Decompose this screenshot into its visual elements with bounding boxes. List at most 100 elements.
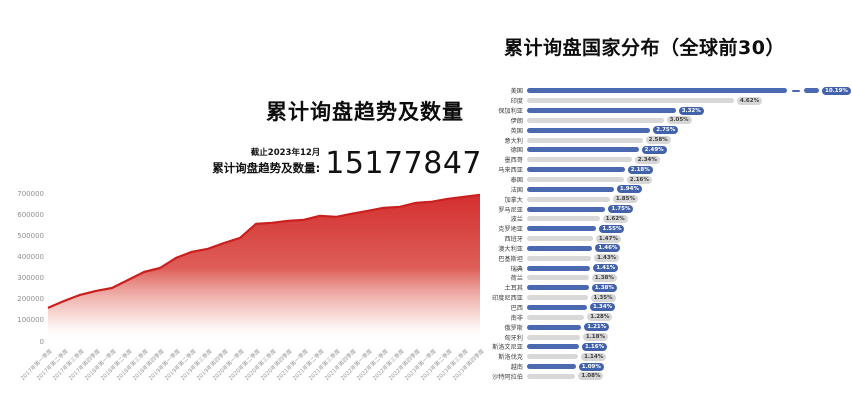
country-name-label: 意大利 (504, 137, 523, 145)
country-row: 泰国 2.16% (452, 175, 852, 185)
country-bar (527, 295, 588, 301)
percentage-badge: 1.28% (587, 313, 613, 322)
country-name-label: 巴基斯坦 (498, 255, 523, 263)
country-name-label: 澳大利亚 (498, 245, 523, 253)
percentage-badge: 1.75% (608, 205, 634, 214)
trend-annotation: 截止2023年12月 累计询盘趋势及数量: 15177847 (180, 146, 482, 179)
country-name-label: 匈牙利 (504, 334, 523, 342)
country-name-label: 加拿大 (504, 196, 523, 204)
percentage-badge: 2.34% (634, 155, 660, 164)
percentage-badge: 1.41% (593, 264, 619, 273)
country-name-label: 南非 (510, 314, 523, 322)
country-row: 马来西亚 2.18% (452, 165, 852, 175)
country-name-label: 英国 (510, 127, 523, 135)
country-name-label: 西班牙 (504, 236, 523, 244)
percentage-badge: 1.14% (581, 352, 607, 361)
percentage-badge: 1.18% (582, 333, 608, 342)
country-chart-title: 累计询盘国家分布（全球前30） (504, 37, 785, 59)
country-row: 土耳其 1.38% (452, 283, 852, 293)
country-name-label: 印度 (510, 98, 523, 106)
country-row: 意大利 2.58% (452, 135, 852, 145)
percentage-badge: 10.19% (822, 86, 851, 95)
country-bar (527, 344, 579, 350)
country-bar (527, 147, 639, 153)
percentage-badge: 1.62% (602, 214, 628, 223)
percentage-badge: 1.46% (595, 244, 621, 253)
trend-line (47, 193, 481, 309)
trend-area-fill (48, 194, 480, 342)
y-tick-label: 600000 (17, 211, 44, 220)
country-row: 越南 1.09% (452, 362, 852, 372)
country-name-label: 斯洛文尼亚 (492, 344, 523, 352)
country-row: 克罗地亚 1.55% (452, 224, 852, 234)
country-row: 印度 4.62% (452, 96, 852, 106)
percentage-badge: 1.47% (595, 234, 621, 243)
percentage-badge: 1.85% (612, 195, 638, 204)
total-inquiries-value: 15177847 (325, 146, 482, 181)
country-bar-list: 美国 10.19% 印度 4.62% 保加利亚 3.32% 伊朗 3.05% 英国 2.75% 意大… (452, 86, 852, 381)
trend-annotation-text: 截止2023年12月 累计询盘趋势及数量: (212, 146, 320, 179)
country-name-label: 美国 (510, 88, 523, 96)
country-bar-overflow-segment (804, 88, 819, 94)
country-name-label: 马来西亚 (498, 167, 523, 175)
country-row: 南非 1.28% (452, 312, 852, 322)
country-name-label: 法国 (510, 186, 523, 194)
total-inquiries-label: 累计询盘趋势及数量: (212, 161, 321, 175)
y-tick-label: 700000 (17, 190, 44, 199)
percentage-badge: 3.05% (666, 116, 692, 125)
percentage-badge: 1.09% (578, 362, 604, 371)
country-name-label: 俄罗斯 (504, 324, 523, 332)
percentage-badge: 1.38% (591, 273, 617, 282)
country-name-label: 巴西 (510, 304, 523, 312)
country-row: 罗马尼亚 1.75% (452, 204, 852, 214)
country-row: 荷兰 1.38% (452, 273, 852, 283)
axis-break-dash (792, 90, 800, 92)
y-tick-label: 400000 (17, 253, 44, 262)
country-bar (527, 334, 580, 340)
percentage-badge: 1.55% (599, 224, 625, 233)
percentage-badge: 1.94% (616, 185, 642, 194)
country-bar (527, 108, 676, 114)
country-name-label: 土耳其 (504, 285, 523, 293)
country-bar (527, 216, 600, 222)
country-row: 西班牙 1.47% (452, 234, 852, 244)
country-bar (527, 324, 582, 330)
percentage-badge: 1.38% (591, 283, 617, 292)
percentage-badge: 1.08% (578, 372, 604, 381)
country-name-label: 波兰 (510, 216, 523, 224)
country-name-label: 印度尼西亚 (492, 295, 523, 303)
country-row: 沙特阿拉伯 1.08% (452, 371, 852, 381)
country-name-label: 泰国 (510, 177, 523, 185)
country-bar (527, 364, 576, 370)
country-row: 英国 2.75% (452, 125, 852, 135)
y-tick-label: 300000 (17, 274, 44, 283)
country-row: 伊朗 3.05% (452, 116, 852, 126)
country-row: 加拿大 1.85% (452, 194, 852, 204)
country-bar (527, 255, 592, 261)
country-row: 巴基斯坦 1.43% (452, 253, 852, 263)
country-bar (527, 186, 614, 192)
y-tick-label: 500000 (17, 232, 44, 241)
percentage-badge: 1.21% (584, 323, 610, 332)
country-row: 斯洛文尼亚 1.16% (452, 342, 852, 352)
country-row: 法国 1.94% (452, 184, 852, 194)
percentage-badge: 3.32% (678, 106, 704, 115)
country-bar (527, 196, 610, 202)
country-name-label: 斯洛伐克 (498, 354, 523, 362)
country-bar (527, 265, 591, 271)
country-bar (527, 314, 585, 320)
percentage-badge: 2.16% (626, 175, 652, 184)
country-row: 巴西 1.34% (452, 303, 852, 313)
country-name-label: 越南 (510, 364, 523, 372)
y-tick-label: 0 (39, 337, 44, 346)
country-name-label: 沙特阿拉伯 (492, 373, 523, 381)
country-row: 波兰 1.62% (452, 214, 852, 224)
y-tick-label: 200000 (17, 295, 44, 304)
country-row: 澳大利亚 1.46% (452, 244, 852, 254)
country-row: 匈牙利 1.18% (452, 332, 852, 342)
country-name-label: 瑞典 (510, 265, 523, 273)
country-row: 德国 2.49% (452, 145, 852, 155)
asof-date-label: 截止2023年12月 (250, 148, 321, 158)
percentage-badge: 1.34% (590, 303, 616, 312)
